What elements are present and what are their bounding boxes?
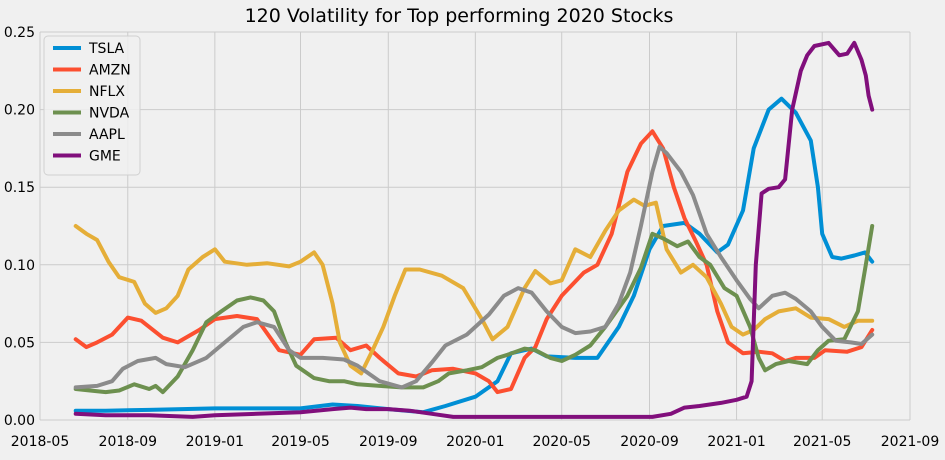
y-tick-label: 0.20 [4,103,35,119]
x-tick-label: 2020-05 [532,434,591,450]
y-axis-tick-labels: 0.00 0.05 0.10 0.15 0.20 0.25 [4,25,35,429]
legend-label-aapl: AAPL [89,127,125,143]
series-line-nflx [73,197,875,376]
x-tick-label: 2020-09 [620,434,679,450]
x-tick-label: 2021-09 [881,434,940,450]
legend-label-nflx: NFLX [89,84,125,100]
x-tick-label: 2018-05 [11,434,70,450]
x-tick-label: 2021-01 [707,434,766,450]
x-tick-label: 2019-01 [186,434,245,450]
legend: TSLA AMZN NFLX NVDA AAPL GME [43,35,141,176]
x-tick-label: 2020-01 [446,434,505,450]
series-line-amzn [73,129,875,395]
legend-label-gme: GME [89,149,121,165]
legend-label-nvda: NVDA [89,106,130,122]
y-tick-label: 0.15 [4,180,35,196]
x-tick-label: 2021-05 [793,434,852,450]
y-tick-label: 0.05 [4,335,35,351]
chart-title: 120 Volatility for Top performing 2020 S… [245,5,674,27]
series-line-gme [73,40,875,419]
y-tick-label: 0.10 [4,258,35,274]
series-line-tsla [73,96,875,415]
x-axis-tick-labels: 2018-05 2018-09 2019-01 2019-05 2019-09 2020-… [11,434,940,450]
x-tick-label: 2019-05 [271,434,330,450]
legend-label-tsla: TSLA [88,41,125,57]
x-tick-label: 2018-09 [99,434,158,450]
series-line-aapl [73,144,875,390]
series-lines [73,40,875,419]
x-tick-label: 2019-09 [359,434,418,450]
series-line-nvda [73,224,875,395]
y-tick-label: 0.25 [4,25,35,41]
legend-label-amzn: AMZN [89,63,131,79]
y-tick-label: 0.00 [4,413,35,429]
